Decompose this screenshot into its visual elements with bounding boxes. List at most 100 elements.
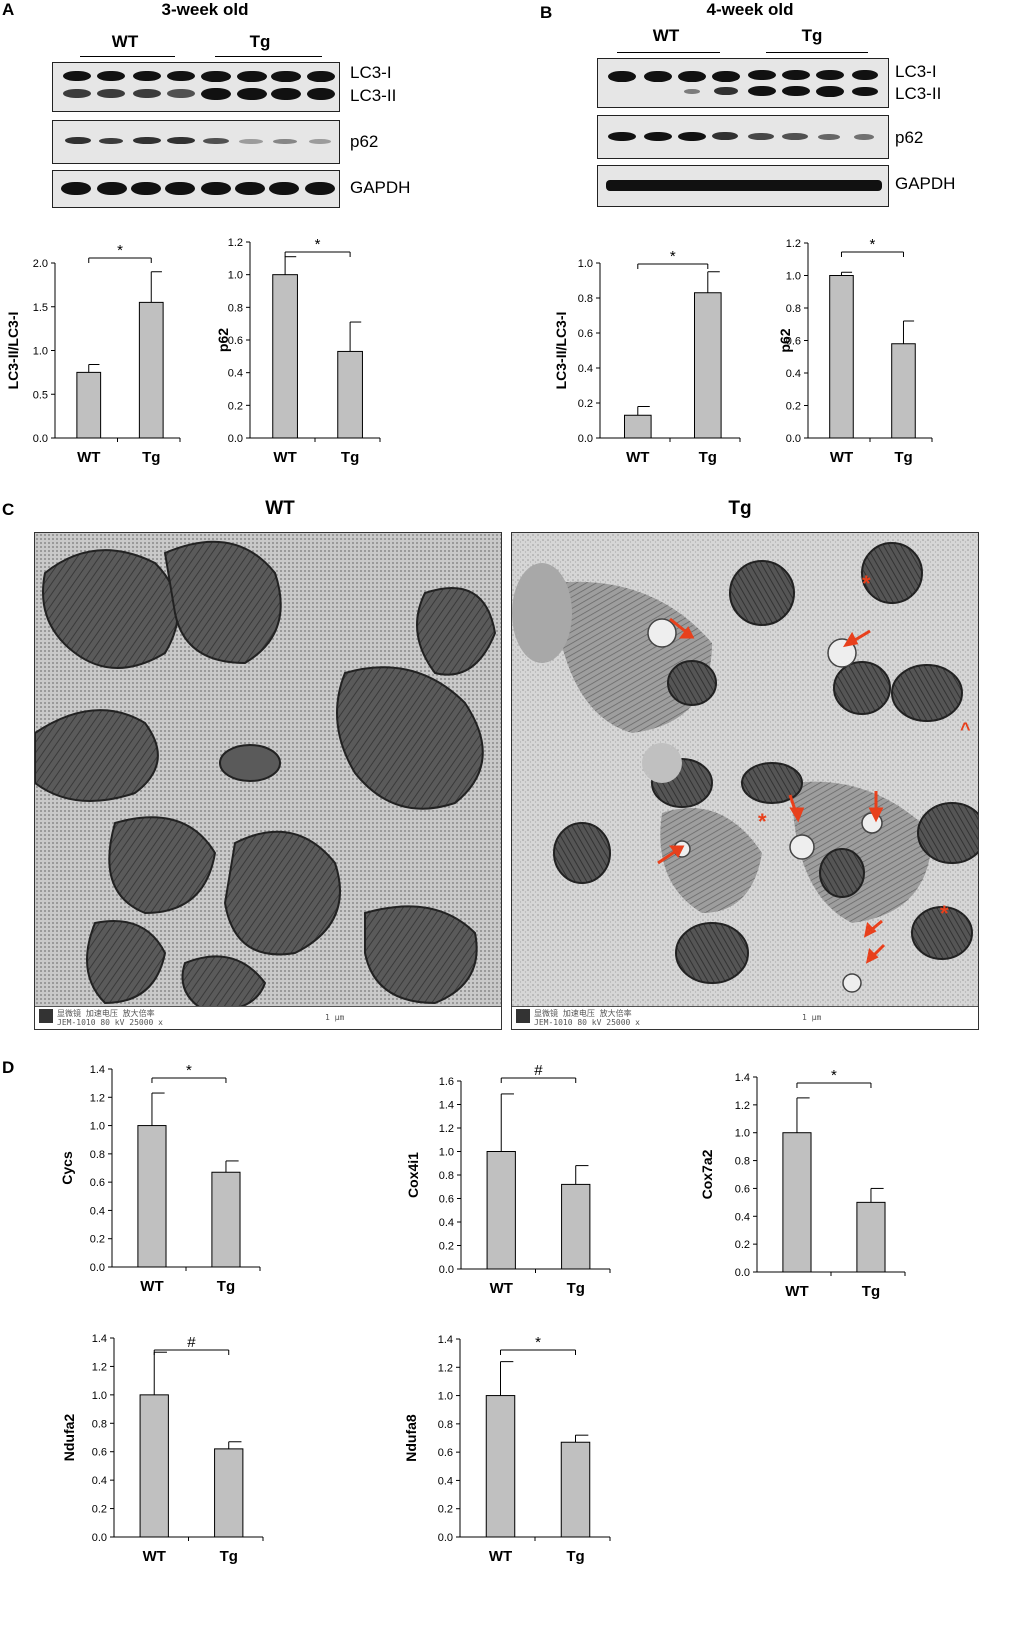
chart-7-ytick-label: 0.6 — [92, 1447, 107, 1459]
em-image-wt: 显微镜 加速电压 放大倍率 JEM-1010 80 kV 25000 x 1 μ… — [34, 532, 502, 1030]
chart-1-sig-mark: * — [315, 236, 321, 253]
chart-8-ytick-label: 0.0 — [438, 1532, 453, 1544]
chart-3-ytick-label: 0.8 — [786, 303, 801, 315]
chart-3-ylabel: p62 — [777, 328, 793, 352]
chart-1-xlabel: WT — [273, 449, 296, 466]
chart-8-ytick-label: 1.2 — [438, 1362, 453, 1374]
em-wt-footer: 显微镜 加速电压 放大倍率 JEM-1010 80 kV 25000 x 1 μ… — [35, 1006, 501, 1029]
chart-7-xlabel: Tg — [220, 1548, 238, 1565]
chart-0-ytick-label: 1.5 — [33, 302, 48, 314]
chart-5-bar-wt — [486, 1151, 516, 1270]
chart-5-sig-mark: # — [534, 1062, 543, 1079]
chart-1-ytick-label: 1.0 — [228, 270, 243, 282]
chart-8-ylabel: Ndufa8 — [403, 1414, 419, 1462]
chart-3-ytick-label: 0.2 — [786, 401, 801, 413]
chart-4-ylabel: Cycs — [59, 1151, 75, 1185]
panel-b-title: 4-week old — [706, 0, 794, 19]
chart-1-ytick-label: 0.8 — [228, 302, 243, 314]
chart-5-xlabel: WT — [490, 1280, 513, 1297]
chart-1-ytick-label: 0.0 — [228, 433, 243, 445]
chart-8-ytick-label: 1.0 — [438, 1391, 453, 1403]
chart-1-xlabel: Tg — [341, 449, 359, 466]
chart-6-ytick-label: 0.6 — [735, 1183, 750, 1195]
chart-5-ytick-label: 0.6 — [439, 1194, 454, 1206]
chart-8-bar-wt — [485, 1395, 516, 1538]
chart-2-xlabel: Tg — [699, 449, 717, 466]
chart-1-ytick-label: 0.4 — [228, 368, 243, 380]
chart-5-ytick-label: 1.2 — [439, 1123, 454, 1135]
chart-5-ytick-label: 0.0 — [439, 1264, 454, 1276]
svg-text:*: * — [862, 571, 871, 596]
chart-6-ytick-label: 0.8 — [735, 1156, 750, 1168]
chart-0-bar-tg — [138, 301, 164, 439]
chart-7-sig-mark: # — [187, 1334, 196, 1351]
chart-6-bar-tg — [856, 1201, 886, 1273]
chart-7-xlabel: WT — [143, 1548, 166, 1565]
chart-3-ytick-label: 0.6 — [786, 336, 801, 348]
chart-3-ytick-label: 0.4 — [786, 368, 801, 380]
chart-6-ytick-label: 0.4 — [735, 1211, 750, 1223]
chart-2-ytick-label: 0.4 — [578, 363, 593, 375]
panel-b-p62-blot — [597, 115, 889, 159]
panel-a-title: 3-week old — [161, 0, 249, 19]
panel-b-tg-label: Tg — [801, 26, 823, 45]
chart-4-ytick-label: 0.4 — [90, 1205, 105, 1217]
panel-a-lc3ii-label: LC3-II — [350, 86, 397, 105]
panel-c-tg-title: Tg — [728, 498, 752, 519]
chart-3-sig-mark: * — [870, 236, 876, 253]
chart-5-ytick-label: 0.8 — [439, 1170, 454, 1182]
panel-b-gapdh-label: GAPDH — [895, 174, 956, 193]
chart-1-ytick-label: 0.6 — [228, 335, 243, 347]
panel-b-wt-label: WT — [652, 26, 680, 45]
chart-1-ytick-label: 1.2 — [228, 237, 243, 249]
chart-0-bar-wt — [76, 371, 102, 439]
chart-5-ytick-label: 0.4 — [439, 1217, 454, 1229]
panel-a-p62-blot — [52, 120, 340, 164]
panel-a-gapdh-label: GAPDH — [350, 178, 411, 197]
chart-1-ylabel: p62 — [215, 328, 231, 352]
panel-c-wt-title: WT — [265, 498, 295, 519]
em-tg-footer: 显微镜 加速电压 放大倍率 JEM-1010 80 kV 25000 x 1 μ… — [512, 1006, 978, 1029]
chart-4-sig-mark: * — [186, 1062, 192, 1079]
panel-b-lc3-blot — [597, 58, 889, 108]
panel-b-lc3i-label: LC3-I — [895, 62, 937, 81]
chart-8-xlabel: WT — [489, 1548, 512, 1565]
chart-4-bar-tg — [211, 1171, 241, 1268]
chart-4-ytick-label: 0.8 — [90, 1149, 105, 1161]
panel-b-gapdh-blot — [597, 165, 889, 207]
chart-4-ytick-label: 0.0 — [90, 1262, 105, 1274]
panel-b-p62-label: p62 — [895, 128, 924, 147]
chart-3-bar-tg — [891, 343, 916, 439]
panel-c-letter: C — [2, 500, 15, 519]
chart-2-sig-mark: * — [670, 248, 676, 265]
chart-0-ytick-label: 0.0 — [33, 433, 48, 445]
chart-3-bar-wt — [829, 275, 854, 439]
panel-d-letter: D — [2, 1058, 15, 1077]
chart-6-ylabel: Cox7a2 — [699, 1149, 715, 1199]
svg-text:*: * — [940, 901, 949, 926]
chart-7-ytick-label: 0.8 — [92, 1418, 107, 1430]
chart-7-ytick-label: 1.4 — [92, 1333, 107, 1345]
chart-7-ytick-label: 0.0 — [92, 1532, 107, 1544]
chart-8-ytick-label: 0.2 — [438, 1504, 453, 1516]
chart-2-ylabel: LC3-II/LC3-I — [553, 312, 569, 390]
panel-b-tg-line — [766, 52, 868, 53]
chart-6-ytick-label: 1.4 — [735, 1072, 750, 1084]
chart-7-bar-tg — [214, 1448, 244, 1538]
chart-4-xlabel: WT — [140, 1278, 163, 1295]
chart-2-bar-wt — [624, 414, 652, 439]
chart-7-ylabel: Ndufa2 — [61, 1414, 77, 1462]
chart-7-bar-wt — [139, 1394, 169, 1538]
chart-8-ytick-label: 0.8 — [438, 1419, 453, 1431]
chart-3-ytick-label: 1.0 — [786, 271, 801, 283]
chart-3-xlabel: WT — [830, 449, 853, 466]
chart-2-ytick-label: 0.2 — [578, 398, 593, 410]
chart-0-ytick-label: 0.5 — [33, 389, 48, 401]
chart-1-ytick-label: 0.2 — [228, 400, 243, 412]
chart-0-xlabel: Tg — [142, 449, 160, 466]
chart-2-xlabel: WT — [626, 449, 649, 466]
chart-2-ytick-label: 0.8 — [578, 293, 593, 305]
chart-1-bar-wt — [272, 274, 298, 439]
panel-a-lc3-blot — [52, 62, 340, 112]
